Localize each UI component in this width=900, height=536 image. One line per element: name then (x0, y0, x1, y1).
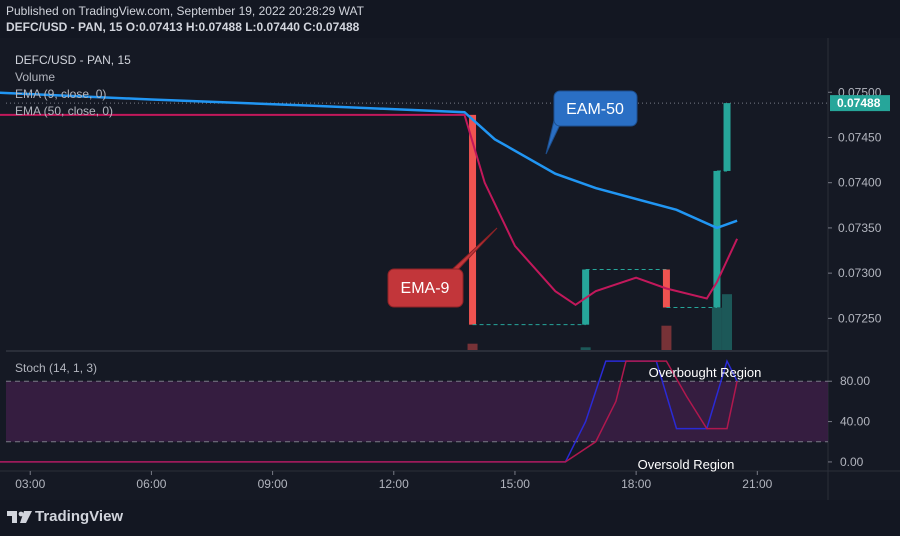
tradingview-logo-icon (7, 511, 32, 523)
candle (469, 114, 477, 325)
last-price-label: 0.07488 (837, 96, 881, 110)
published-info: Published on TradingView.com, September … (6, 4, 364, 18)
price-tick-label: 0.07450 (838, 130, 882, 144)
stoch-band (6, 381, 828, 442)
ohlc-summary: DEFC/USD - PAN, 15 O:0.07413 H:0.07488 L… (6, 20, 360, 34)
ema9-line (0, 113, 739, 307)
tradingview-brand: TradingView (35, 508, 124, 525)
chart-header (0, 0, 900, 38)
price-chart[interactable]: 0.075000.074500.074000.073500.073000.072… (0, 0, 900, 500)
last-price-tag (830, 95, 890, 112)
eam50-callout (553, 90, 638, 127)
overbought-region-label: Overbought Region (649, 365, 762, 380)
time-tick-label: 09:00 (258, 477, 288, 491)
time-tick-label: 03:00 (15, 477, 45, 491)
price-tick-label: 0.07300 (838, 266, 882, 280)
time-tick-label: 18:00 (621, 477, 651, 491)
legend-ema9: EMA (9, close, 0) (15, 87, 107, 101)
volume-bar (722, 294, 733, 350)
ema9-callout (387, 268, 464, 308)
time-tick-label: 12:00 (379, 477, 409, 491)
volume-bar (580, 347, 591, 350)
price-tick-label: 0.07250 (838, 311, 882, 325)
ema50-line (0, 91, 738, 230)
candle (723, 103, 731, 171)
volume-bar (467, 343, 478, 350)
legend-symbol: DEFC/USD - PAN, 15 (15, 53, 131, 67)
stoch-tick-label: 0.00 (840, 455, 864, 469)
legend-volume: Volume (15, 70, 56, 84)
stoch-tick-label: 80.00 (840, 374, 870, 388)
stoch-tick-label: 40.00 (840, 415, 870, 429)
ema9-callout-label: EMA-9 (401, 280, 450, 297)
price-tick-label: 0.07350 (838, 221, 882, 235)
eam50-callout-label: EAM-50 (566, 101, 624, 118)
legend-stoch: Stoch (14, 1, 3) (15, 361, 98, 375)
oversold-region-label: Oversold Region (638, 457, 735, 472)
volume-bar (711, 307, 722, 350)
time-tick-label: 15:00 (500, 477, 530, 491)
time-tick-label: 06:00 (136, 477, 166, 491)
price-tick-label: 0.07400 (838, 176, 882, 190)
candle (713, 170, 721, 308)
time-tick-label: 21:00 (742, 477, 772, 491)
stoch-d-line (0, 360, 738, 463)
chart-footer (0, 500, 900, 536)
volume-bar (661, 325, 672, 350)
legend-ema50: EMA (50, close, 0) (15, 104, 114, 118)
